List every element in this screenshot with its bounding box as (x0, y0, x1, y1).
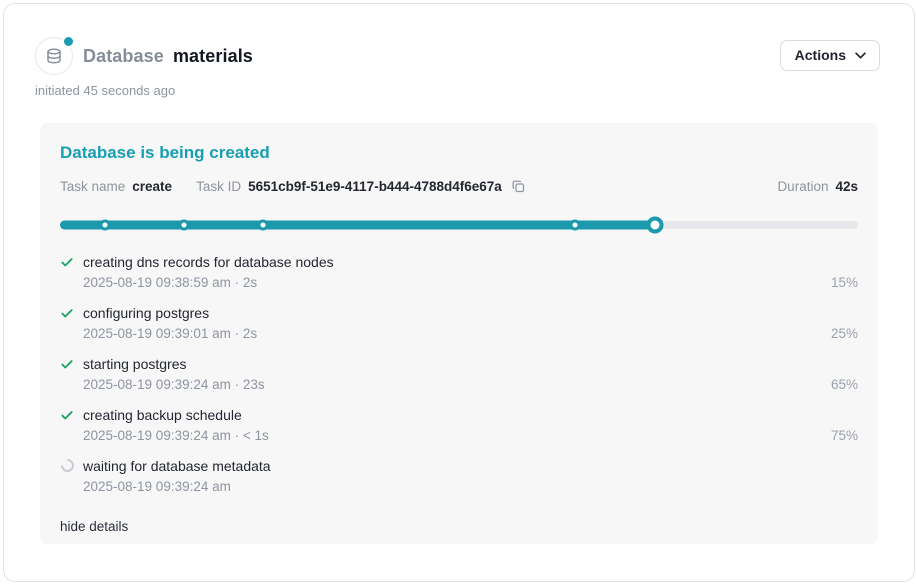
database-detail-panel: Database materials Actions initiated 45 … (3, 3, 915, 582)
step-timestamp: 2025-08-19 09:39:24 am · 23s (83, 377, 265, 392)
step-title: creating dns records for database nodes (83, 253, 334, 270)
actions-button[interactable]: Actions (779, 40, 880, 71)
actions-button-label: Actions (794, 47, 846, 63)
step-row: waiting for database metadata 2025-08-19… (57, 455, 858, 497)
step-timestamp: 2025-08-19 09:39:24 am (83, 479, 231, 494)
task-status-heading: Database is being created (60, 143, 270, 162)
progress-milestone-dot (569, 219, 581, 231)
check-icon (60, 255, 74, 269)
task-progress-card: Database is being created Task name crea… (40, 123, 878, 544)
step-percent: 75% (830, 428, 858, 443)
step-timestamp: 2025-08-19 09:38:59 am · 2s (83, 275, 258, 290)
hide-details-link[interactable]: hide details (60, 519, 129, 534)
progress-milestone-dot (257, 219, 269, 231)
step-row: starting postgres 2025-08-19 09:39:24 am… (60, 353, 858, 395)
header: Database materials Actions (4, 4, 914, 75)
task-id-value: 5651cb9f-51e9-4117-b444-4788d4f6e67a (248, 179, 502, 194)
progress-head-marker (646, 216, 663, 234)
check-icon (60, 408, 74, 422)
progress-bar (60, 216, 858, 234)
step-row: configuring postgres 2025-08-19 09:39:01… (60, 302, 858, 344)
status-dot (62, 35, 75, 48)
step-timestamp: 2025-08-19 09:39:24 am · < 1s (83, 428, 269, 443)
copy-task-id-button[interactable] (511, 179, 526, 194)
step-percent: 25% (830, 326, 858, 341)
header-left: Database materials (35, 35, 253, 75)
step-title: starting postgres (83, 355, 187, 372)
entity-type-label: Database (83, 45, 164, 66)
check-icon (60, 357, 74, 371)
step-title: configuring postgres (83, 304, 210, 321)
step-row: creating dns records for database nodes … (60, 251, 858, 293)
step-timestamp: 2025-08-19 09:39:01 am · 2s (83, 326, 258, 341)
step-percent: 15% (830, 275, 858, 290)
progress-milestone-dot (178, 219, 190, 231)
task-meta-row: Task name create Task ID 5651cb9f-51e9-4… (60, 179, 858, 194)
step-percent: 65% (830, 377, 858, 392)
task-name-value: create (132, 179, 173, 194)
task-name-label: Task name (60, 179, 126, 194)
chevron-down-icon (855, 51, 866, 59)
step-title: waiting for database metadata (83, 457, 271, 474)
check-icon (60, 306, 74, 320)
spinner-icon (57, 456, 77, 475)
page-title: Database materials (83, 46, 253, 67)
duration-label: Duration (777, 179, 829, 194)
database-avatar (35, 35, 75, 75)
progress-fill (60, 220, 655, 230)
progress-milestone-dot (99, 219, 111, 231)
database-icon (47, 48, 61, 64)
entity-name-label: materials (172, 45, 253, 66)
step-title: creating backup schedule (83, 406, 242, 423)
copy-icon (512, 180, 524, 193)
task-id-label: Task ID (196, 179, 242, 194)
duration-value: 42s (835, 179, 858, 194)
step-row: creating backup schedule 2025-08-19 09:3… (60, 404, 858, 446)
step-list: creating dns records for database nodes … (57, 251, 858, 497)
initiated-timestamp: initiated 45 seconds ago (35, 83, 176, 98)
